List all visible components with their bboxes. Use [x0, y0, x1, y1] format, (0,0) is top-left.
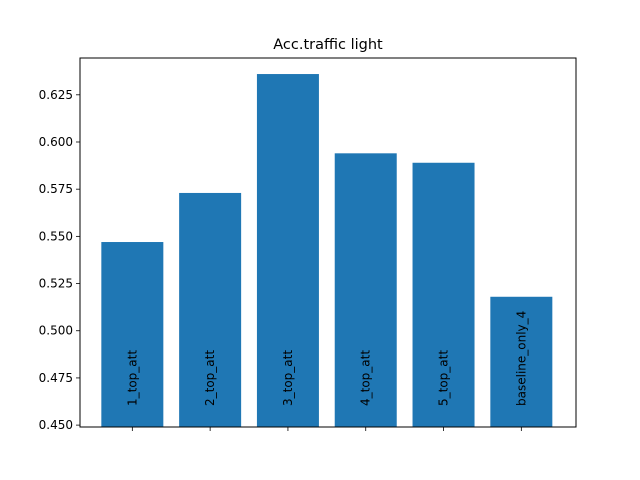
chart-title: Acc.traffic light [273, 37, 383, 53]
bar-label-5_top_att: 5_top_att [437, 350, 451, 406]
y-axis: 0.450 0.475 0.500 0.525 0.550 0.575 0.600 0.625 [39, 88, 80, 432]
plot-frame [79, 57, 577, 428]
bar-label-4_top_att: 4_top_att [359, 350, 373, 406]
bar-label-3_top_att: 3_top_att [281, 350, 295, 406]
y-tick-label-0.500: 0.500 [39, 324, 73, 338]
y-tick-label-0.450: 0.450 [39, 418, 73, 432]
y-tick-label-0.600: 0.600 [39, 135, 73, 149]
bar-label-2_top_att: 2_top_att [203, 350, 217, 406]
bar-1_top_att [101, 242, 164, 427]
bar-baseline_only_4 [490, 296, 553, 427]
y-tick-label-0.550: 0.550 [39, 229, 73, 243]
bars-group: 1_top_att 2_top_att 3_top_att 4_top_att 5_to… [101, 74, 553, 428]
y-tick-label-0.625: 0.625 [39, 88, 73, 102]
x-axis [131, 427, 522, 431]
bar-label-1_top_att: 1_top_att [125, 350, 139, 406]
y-tick-label-0.475: 0.475 [39, 371, 73, 385]
bar-4_top_att [334, 153, 397, 427]
bar-5_top_att [412, 162, 475, 428]
bar-2_top_att [179, 192, 242, 427]
bar-label-baseline_only_4: baseline_only_4 [514, 311, 528, 406]
y-tick-label-0.575: 0.575 [39, 182, 73, 196]
y-tick-label-0.525: 0.525 [39, 277, 73, 291]
bar-3_top_att [256, 74, 319, 427]
